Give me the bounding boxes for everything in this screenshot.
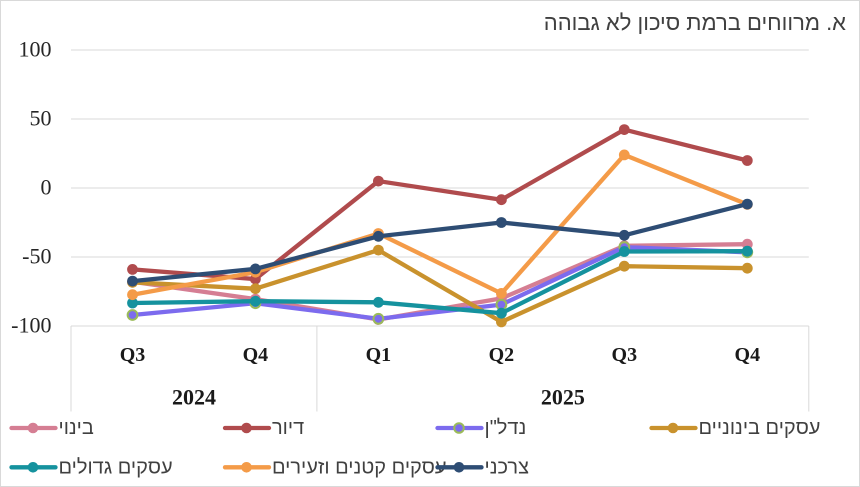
svg-text:צרכני: צרכני [485,456,530,478]
svg-text:2025: 2025 [541,385,585,410]
svg-text:עסקים גדולים: עסקים גדולים [59,456,173,478]
svg-text:Q3: Q3 [120,344,146,366]
svg-text:עסקים קטנים וזעירים: עסקים קטנים וזעירים [272,456,447,478]
svg-text:Q1: Q1 [366,344,392,366]
svg-text:Q4: Q4 [243,344,269,366]
svg-text:100: 100 [19,37,52,62]
svg-text:נדל"ן: נדל"ן [485,417,527,439]
svg-text:Q4: Q4 [735,344,761,366]
svg-text:עסקים בינוניים: עסקים בינוניים [699,417,821,439]
svg-text:Q2: Q2 [489,344,515,366]
svg-text:Q3: Q3 [612,344,638,366]
svg-text:-50: -50 [22,244,51,269]
svg-text:50: 50 [30,106,52,131]
svg-text:-100: -100 [11,313,51,338]
svg-text:0: 0 [41,175,52,200]
svg-text:דיור: דיור [272,417,304,439]
svg-text:בינוי: בינוי [59,417,94,439]
svg-text:א. מרווחים ברמת סיכון לא גבוהה: א. מרווחים ברמת סיכון לא גבוהה [544,10,846,35]
svg-text:2024: 2024 [172,385,216,410]
